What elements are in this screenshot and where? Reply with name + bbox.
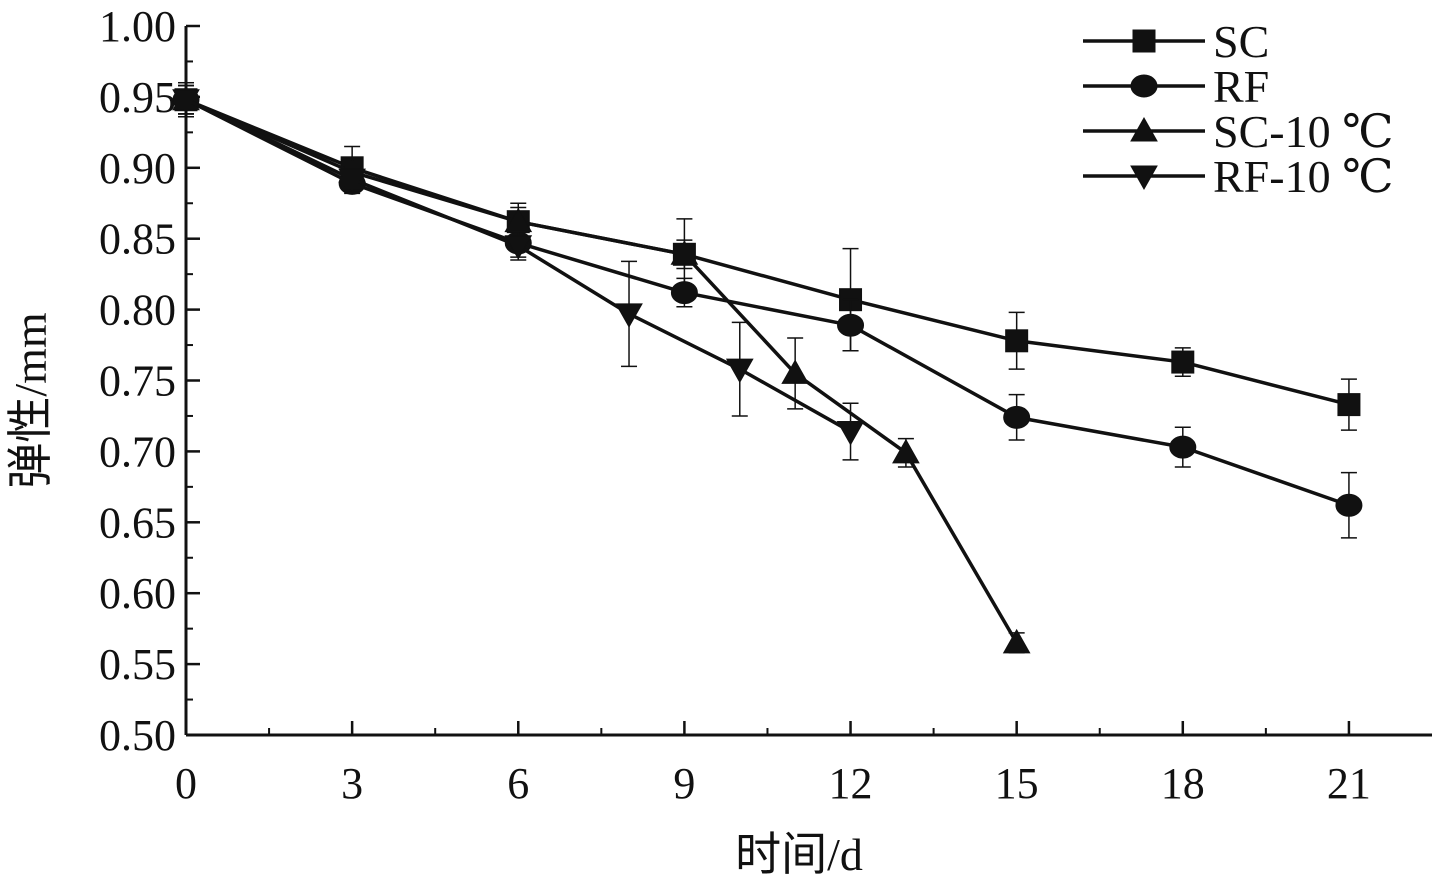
data-point (504, 235, 533, 260)
series-line (185, 98, 1350, 507)
legend-label: RF-10 ℃ (1213, 151, 1394, 202)
series-4 (172, 84, 865, 461)
x-tick-label: 6 (507, 759, 529, 808)
x-tick-label: 15 (995, 759, 1039, 808)
y-tick-label: 0.85 (99, 215, 176, 264)
legend-label: RF (1213, 61, 1269, 112)
y-tick-label: 0.80 (99, 286, 176, 335)
data-point (837, 313, 865, 337)
y-tick-label: 0.60 (99, 569, 176, 618)
data-point (1335, 493, 1363, 517)
x-tick-label: 21 (1327, 759, 1371, 808)
data-point (1005, 329, 1029, 353)
legend-marker (1130, 74, 1158, 98)
series-group (172, 81, 1363, 654)
legend-label: SC (1213, 16, 1269, 67)
series-1 (174, 84, 1361, 431)
data-point (670, 281, 698, 305)
y-tick-label: 0.65 (99, 498, 176, 547)
legend-item: SC (1083, 16, 1269, 67)
y-ticks: 0.50 0.55 0.60 0.65 0.70 0.75 0.80 0.85 0.90 0.95… (99, 2, 200, 760)
y-tick-label: 0.75 (99, 357, 176, 406)
data-point (725, 358, 754, 384)
series-3 (172, 84, 1031, 654)
x-tick-label: 9 (673, 759, 695, 808)
data-point (670, 240, 699, 265)
data-point (1169, 435, 1197, 459)
y-tick-label: 0.55 (99, 640, 176, 689)
data-point (836, 421, 865, 446)
legend-item: SC-10 ℃ (1083, 106, 1394, 157)
data-point (615, 303, 643, 328)
series-line (185, 98, 1350, 407)
x-tick-label: 18 (1161, 759, 1205, 808)
series-line (185, 98, 1019, 644)
data-point (781, 359, 810, 384)
data-point (1337, 393, 1361, 417)
data-point (338, 168, 366, 194)
x-ticks: 0 3 6 9 12 15 18 21 (175, 721, 1371, 808)
data-point (892, 438, 920, 464)
y-tick-label: 0.95 (99, 73, 176, 122)
x-tick-label: 0 (175, 759, 197, 808)
legend-marker (1130, 165, 1158, 191)
y-tick-label: 0.50 (99, 711, 176, 760)
legend-marker (1130, 116, 1158, 142)
y-tick-label: 0.70 (99, 427, 176, 476)
y-axis-title: 弹性/mm (5, 312, 56, 489)
legend-item: RF-10 ℃ (1083, 151, 1394, 202)
x-tick-label: 3 (341, 759, 363, 808)
data-point (172, 89, 200, 114)
data-point (1003, 405, 1031, 429)
y-tick-label: 1.00 (99, 2, 176, 51)
legend-marker (1132, 29, 1156, 53)
legend-label: SC-10 ℃ (1213, 106, 1394, 157)
y-tick-label: 0.90 (99, 144, 176, 193)
series-2 (172, 81, 1363, 539)
legend-item: RF (1083, 61, 1269, 112)
x-axis-title: 时间/d (735, 829, 863, 880)
x-tick-label: 12 (829, 759, 873, 808)
data-point (1171, 350, 1195, 374)
series-line (185, 98, 852, 434)
data-point (1002, 628, 1031, 654)
